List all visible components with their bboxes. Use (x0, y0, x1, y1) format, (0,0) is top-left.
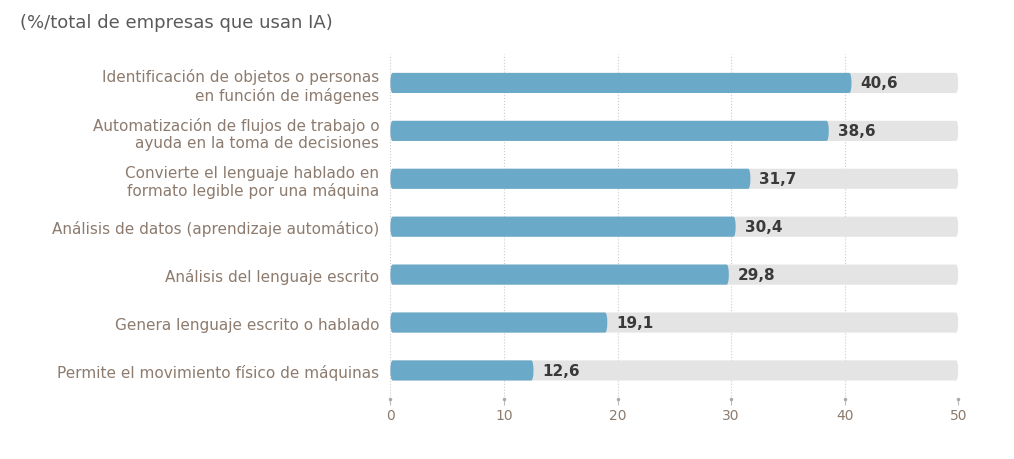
Text: 19,1: 19,1 (617, 315, 654, 330)
Text: 12,6: 12,6 (542, 363, 580, 378)
FancyBboxPatch shape (390, 122, 958, 142)
FancyBboxPatch shape (390, 265, 958, 285)
FancyBboxPatch shape (390, 265, 729, 285)
FancyBboxPatch shape (390, 217, 735, 237)
Text: 30,4: 30,4 (744, 220, 782, 235)
FancyBboxPatch shape (390, 169, 958, 190)
FancyBboxPatch shape (390, 74, 852, 94)
FancyBboxPatch shape (390, 361, 533, 381)
Text: 29,8: 29,8 (738, 268, 776, 282)
Text: 31,7: 31,7 (759, 172, 797, 187)
Text: 40,6: 40,6 (861, 76, 898, 91)
FancyBboxPatch shape (390, 169, 750, 190)
FancyBboxPatch shape (390, 74, 958, 94)
Text: (%/total de empresas que usan IA): (%/total de empresas que usan IA) (20, 14, 333, 32)
FancyBboxPatch shape (390, 361, 958, 381)
FancyBboxPatch shape (390, 122, 828, 142)
FancyBboxPatch shape (390, 313, 958, 333)
FancyBboxPatch shape (390, 217, 958, 237)
FancyBboxPatch shape (390, 313, 607, 333)
Text: 38,6: 38,6 (838, 124, 875, 139)
